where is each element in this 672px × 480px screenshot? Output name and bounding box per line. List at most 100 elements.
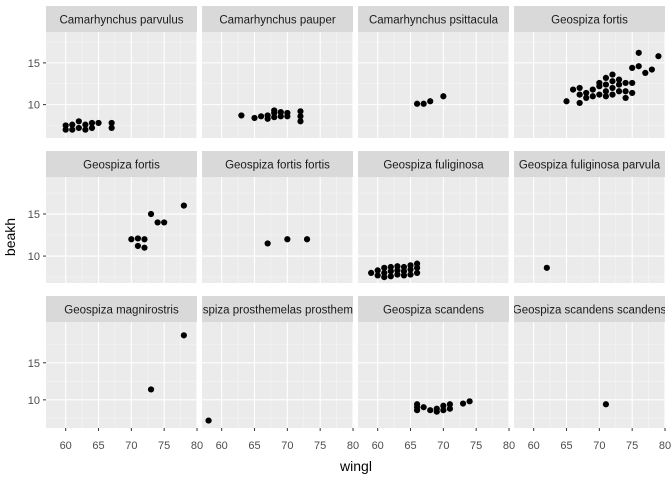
data-point — [205, 417, 212, 424]
data-point — [629, 79, 636, 87]
panel-background — [514, 177, 665, 283]
data-point — [82, 126, 89, 133]
facet-strip — [46, 296, 197, 322]
data-point — [622, 88, 629, 95]
y-tick-label: 15 — [28, 209, 40, 221]
data-point — [596, 91, 603, 98]
data-point — [284, 109, 291, 117]
data-point — [576, 99, 583, 107]
data-point — [88, 119, 96, 127]
data-point — [596, 79, 603, 87]
x-tick-label: 70 — [437, 440, 449, 452]
data-point — [609, 84, 616, 92]
y-axis-ticks: 10 15 10 15 10 15 — [28, 58, 46, 407]
data-point — [440, 407, 447, 414]
facet-panel: Geospiza fortis — [514, 6, 666, 138]
data-point — [147, 210, 155, 218]
data-point — [440, 402, 447, 409]
x-tick-label: 65 — [404, 440, 416, 452]
facet-strip-label: Geospiza scandens scandens — [513, 305, 667, 317]
data-point — [609, 91, 616, 98]
facet-panel: Camarhynchus pauper — [202, 6, 354, 138]
data-point — [394, 263, 401, 270]
facet-panel: Geospiza scandens scandens — [513, 296, 667, 428]
y-tick-label: 15 — [28, 358, 40, 370]
panel-background — [46, 177, 197, 283]
data-point — [257, 113, 265, 120]
x-tick-label: 80 — [659, 440, 671, 452]
data-point — [303, 236, 311, 243]
panel-background — [46, 32, 197, 138]
facet-strip — [514, 6, 665, 32]
data-point — [251, 114, 258, 122]
data-point — [264, 112, 271, 119]
facet-panel: Geospiza fuliginosa parvula — [514, 151, 666, 283]
data-point — [180, 332, 187, 339]
data-point — [563, 98, 570, 105]
data-point — [543, 264, 550, 271]
data-point — [108, 124, 115, 132]
x-tick-label: 75 — [314, 440, 326, 452]
x-tick-label: 80 — [347, 440, 359, 452]
y-axis-title: beakh — [2, 218, 18, 256]
x-tick-label: 65 — [248, 440, 260, 452]
data-point — [141, 244, 148, 251]
data-point — [69, 121, 76, 128]
data-point — [407, 262, 414, 269]
data-point — [400, 263, 408, 271]
facet-strip — [202, 151, 353, 177]
data-point — [75, 118, 82, 125]
panel-background — [202, 32, 353, 138]
facet-strip-label: Camarhynchus psittacula — [369, 15, 499, 27]
data-point — [615, 76, 623, 83]
x-tick-label: 70 — [281, 440, 293, 452]
x-tick-label: 80 — [191, 440, 203, 452]
data-point — [82, 121, 89, 128]
data-point — [609, 78, 616, 85]
data-point — [161, 219, 168, 226]
facet-panels: Camarhynchus parvulus Camarhynchus pauper… — [46, 6, 666, 428]
facet-strip-label: Camarhynchus parvulus — [59, 15, 183, 27]
data-point — [576, 91, 583, 98]
panel-background — [202, 177, 353, 283]
data-point — [602, 74, 610, 82]
panel-background — [358, 322, 509, 428]
data-point — [446, 401, 454, 408]
data-point — [413, 260, 421, 267]
panel-background — [514, 322, 665, 428]
data-point — [602, 81, 610, 88]
data-point — [583, 94, 590, 102]
facet-panel: Camarhynchus parvulus — [46, 6, 198, 138]
facet-panel: Geospiza fortis fortis — [202, 151, 354, 283]
facet-panel: Camarhynchus psittacula — [358, 6, 510, 138]
facet-panel: Geospiza magnirostris — [46, 296, 198, 428]
data-point — [88, 124, 96, 132]
x-tick-label: 60 — [528, 440, 540, 452]
data-point — [141, 236, 148, 243]
data-point — [297, 108, 304, 115]
x-axis-ticks: 60 65 70 75 80 60 65 70 75 80 60 65 70 75 80 60 65 70 75 80 — [60, 428, 671, 452]
data-point — [374, 272, 381, 279]
data-point — [387, 273, 394, 280]
data-point — [629, 89, 636, 97]
x-tick-label: 65 — [92, 440, 104, 452]
data-point — [128, 236, 135, 243]
facet-strip-label: Geospiza fuliginosa — [383, 160, 484, 172]
facet-strip-label: Camarhynchus pauper — [219, 15, 336, 27]
data-point — [264, 240, 271, 247]
data-point — [602, 88, 610, 95]
data-point — [297, 118, 304, 125]
data-point — [297, 113, 304, 120]
facet-strip — [202, 6, 353, 32]
facet-strip-label: Geospiza fortis fortis — [225, 160, 330, 172]
data-point — [615, 88, 623, 95]
x-tick-label: 70 — [593, 440, 605, 452]
data-point — [446, 405, 454, 412]
data-point — [635, 49, 642, 56]
data-point — [602, 93, 610, 100]
data-point — [134, 235, 142, 242]
data-point — [629, 64, 636, 71]
y-tick-label: 10 — [28, 395, 40, 407]
x-tick-label: 65 — [560, 440, 572, 452]
